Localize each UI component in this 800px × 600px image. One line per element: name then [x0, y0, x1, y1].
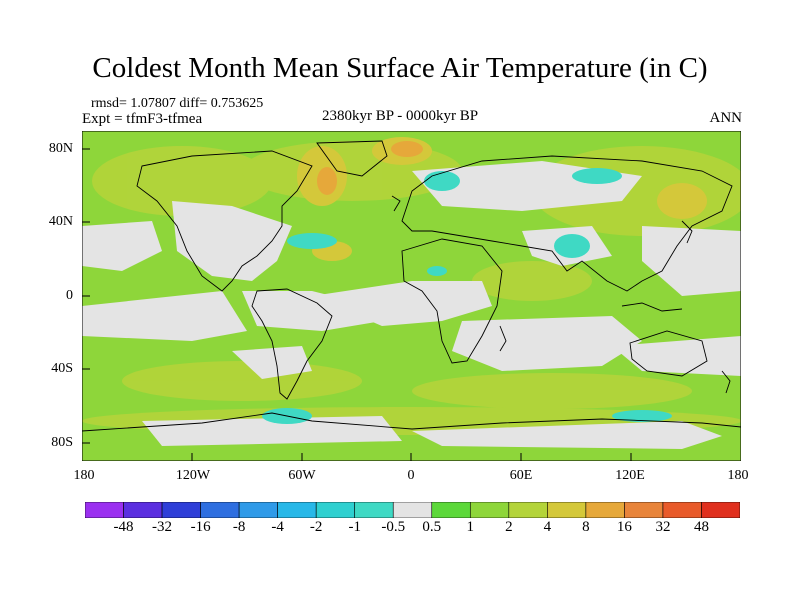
- colorbar-label: -0.5: [381, 519, 406, 535]
- colorbar-box: [662, 502, 702, 518]
- japan-outline: [681, 220, 693, 244]
- colorbar-label: -2: [309, 519, 323, 535]
- coastlines: [82, 140, 741, 432]
- period-label: 2380kyr BP - 0000kyr BP: [322, 108, 479, 124]
- colorbar-box: [354, 502, 394, 518]
- europe-asia-outline: [401, 155, 733, 292]
- colorbar: [85, 502, 740, 518]
- colorbar-box: [123, 502, 163, 518]
- colorbar-label: 16: [616, 519, 632, 535]
- colorbar-box: [85, 502, 124, 518]
- colorbar-label: 8: [582, 519, 590, 535]
- colorbar-box: [161, 502, 201, 518]
- lon-label-180w: 180: [73, 468, 95, 483]
- axis-ticks: [82, 148, 632, 461]
- colorbar-box: [277, 502, 317, 518]
- page-title: Coldest Month Mean Surface Air Temperatu…: [92, 52, 708, 84]
- colorbar-label: -8: [232, 519, 246, 535]
- indonesia-outline: [621, 302, 683, 312]
- colorbar-box: [585, 502, 625, 518]
- colorbar-box: [315, 502, 356, 518]
- colorbar-label: 1: [466, 519, 475, 535]
- lat-label-80n: 80N: [48, 141, 73, 156]
- north-america-outline: [136, 150, 313, 292]
- colorbar-label: -1: [348, 519, 361, 535]
- colorbar-label: -32: [152, 519, 173, 535]
- colorbar-box: [392, 502, 433, 518]
- lon-label-120w: 120W: [175, 468, 211, 483]
- greenland-outline: [316, 140, 388, 177]
- hottest-spots: [317, 141, 423, 195]
- lat-label-0: 0: [66, 288, 73, 303]
- lat-label-80s: 80S: [51, 435, 73, 450]
- cool-regions: [262, 168, 672, 424]
- colorbar-box: [469, 502, 510, 518]
- lon-label-60w: 60W: [288, 468, 316, 483]
- madagascar-outline: [499, 325, 507, 352]
- lon-label-0: 0: [407, 468, 415, 483]
- colorbar-label: 0.5: [422, 519, 442, 535]
- colorbar-label: -16: [190, 519, 211, 535]
- colorbar-box: [624, 502, 664, 518]
- australia-outline: [629, 330, 708, 377]
- new-zealand-outline: [721, 370, 731, 394]
- lon-label-120e: 120E: [615, 468, 645, 483]
- lat-label-40n: 40N: [48, 214, 73, 229]
- experiment-label: Expt = tfmF3-tfmea: [82, 111, 203, 127]
- colorbar-box: [200, 502, 240, 518]
- colorbar-label: 48: [693, 519, 709, 535]
- uk-outline: [391, 195, 401, 212]
- south-america-outline: [251, 288, 333, 400]
- colorbar-box: [238, 502, 278, 518]
- colorbar-label: 32: [655, 519, 671, 535]
- temperature-map: [82, 131, 741, 461]
- lon-label-60e: 60E: [509, 468, 533, 483]
- lon-label-180e: 180: [727, 468, 749, 483]
- colorbar-label: 4: [543, 519, 552, 535]
- colorbar-box: [431, 502, 471, 518]
- colorbar-label: -48: [113, 519, 134, 535]
- season-label: ANN: [709, 110, 743, 126]
- stats-text: rmsd= 1.07807 diff= 0.753625: [91, 96, 264, 111]
- colorbar-label: -4: [271, 519, 284, 535]
- lat-label-40s: 40S: [51, 361, 73, 376]
- colorbar-label: 2: [505, 519, 513, 535]
- africa-outline: [401, 238, 503, 364]
- antarctica-outline: [82, 412, 741, 432]
- colorbar-box: [508, 502, 548, 518]
- colorbar-box: [547, 502, 587, 518]
- colorbar-box: [701, 502, 740, 518]
